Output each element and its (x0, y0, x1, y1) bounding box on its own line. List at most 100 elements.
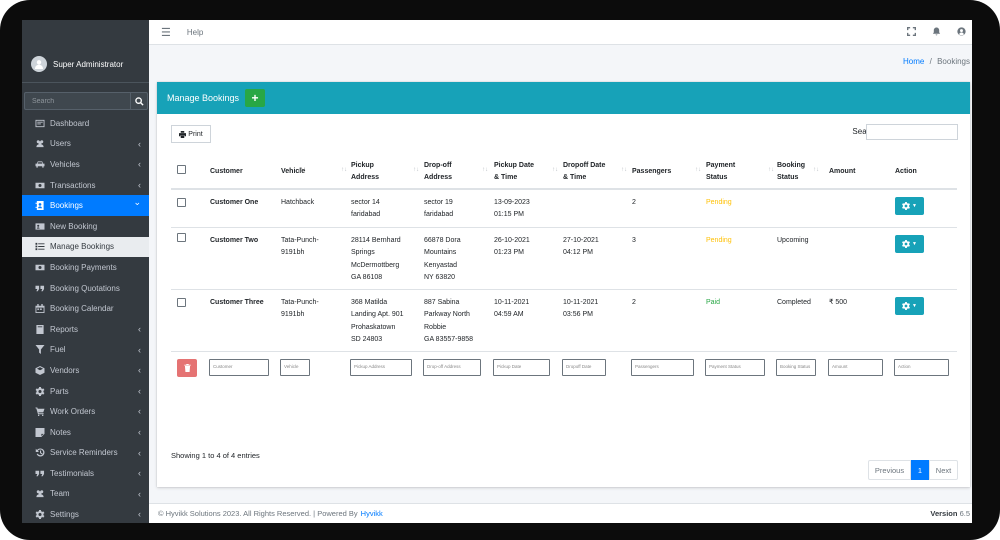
select-all-checkbox[interactable] (177, 165, 186, 174)
avatar (31, 56, 47, 72)
sidebar-item-service-reminders[interactable]: Service Reminders ‹ (22, 443, 149, 464)
version-label: Version (930, 509, 958, 518)
filter-booking-status-input[interactable]: Booking Status (776, 359, 816, 376)
dropoff-address-cell-line: Robbie (424, 323, 447, 331)
print-button[interactable]: Print (171, 125, 211, 143)
table-row: Customer Two Tata-Punch- 9191bh 28114 Bernh… (171, 228, 957, 290)
sidebar-item-vehicles[interactable]: Vehicles ‹ (22, 154, 149, 175)
sort-icon[interactable]: ↑↓ (813, 167, 819, 173)
user-circle-icon[interactable] (957, 27, 966, 36)
pagination-previous[interactable]: Previous (868, 460, 911, 480)
user-panel[interactable]: Super Administrator (31, 56, 123, 72)
pickup-datetime-cell-line: 04:59 AM (494, 311, 524, 319)
col-dropoff-address-header-text: Address (424, 174, 453, 182)
sidebar-item-label: Testimonials (50, 468, 95, 478)
sidebar-item-work-orders[interactable]: Work Orders ‹ (22, 401, 149, 422)
pickup-datetime-cell-line: 01:15 PM (494, 211, 524, 219)
filter-action-input[interactable]: Action (894, 359, 949, 376)
sidebar-item-booking-payments[interactable]: Booking Payments (22, 257, 149, 278)
sidebar-search-button[interactable] (130, 92, 148, 110)
pickup-datetime-cell-line: 10-11-2021 (494, 299, 530, 306)
sort-icon[interactable]: ↑↓ (768, 167, 774, 173)
col-pickup-datetime-header[interactable]: Pickup Date & Time (494, 160, 534, 185)
sort-icon[interactable]: ↑↓ (552, 167, 558, 173)
sidebar-search-input[interactable] (24, 92, 130, 110)
sidebar-item-users[interactable]: Users ‹ (22, 134, 149, 155)
breadcrumb-home[interactable]: Home (903, 57, 925, 66)
chevron-left-icon: ‹ (138, 468, 141, 479)
filter-passengers-input[interactable]: Passengers (631, 359, 694, 376)
col-amount-header[interactable]: Amount (829, 166, 855, 178)
filter-pickup-address-input[interactable]: Pickup Address (350, 359, 412, 376)
sort-icon[interactable]: ↑↓ (621, 167, 627, 173)
filter-payment-status-input[interactable]: Payment Status (705, 359, 765, 376)
sort-icon[interactable]: ↑↓ (482, 167, 488, 173)
footer-link[interactable]: Hyvikk (360, 509, 383, 518)
pickup-datetime-cell-line: 26-10-2021 (494, 237, 530, 244)
col-vehicle-header[interactable]: Vehicle (281, 166, 305, 178)
filter-customer-input[interactable]: Customer (209, 359, 269, 376)
footer-version: Version 6.5 (930, 509, 970, 518)
cart-icon (34, 407, 45, 417)
col-action-header[interactable]: Action (895, 166, 917, 178)
col-pickup-address-header[interactable]: Pickup Address (351, 160, 379, 185)
menu-toggle-icon[interactable]: ☰ (161, 26, 171, 39)
sidebar-search (24, 92, 148, 110)
filter-dropoff-date-input[interactable]: Dropoff Date (562, 359, 606, 376)
row-checkbox[interactable] (177, 298, 186, 307)
bell-icon[interactable] (932, 27, 941, 36)
pickup-address-cell-line: 28114 Bernhard (351, 237, 401, 244)
sidebar-item-transactions[interactable]: Transactions ‹ (22, 175, 149, 196)
address-book-icon (34, 201, 45, 211)
sidebar-item-fuel[interactable]: Fuel ‹ (22, 340, 149, 361)
passengers-cell: 2 (632, 299, 636, 306)
sidebar-item-bookings[interactable]: Bookings ⌄ (22, 195, 149, 216)
col-dropoff-datetime-header[interactable]: Dropoff Date & Time (563, 160, 605, 185)
sidebar-item-testimonials[interactable]: Testimonials ‹ (22, 463, 149, 484)
pickup-datetime-cell: 13-09-2023 01:15 PM (494, 197, 530, 222)
sort-icon[interactable]: ↑↓ (695, 167, 701, 173)
sort-icon[interactable]: ↑↓ (413, 167, 419, 173)
sidebar-item-new-booking[interactable]: New Booking (22, 216, 149, 237)
filter-vehicle-input[interactable]: Vehicle (280, 359, 310, 376)
table-search-input[interactable] (866, 124, 958, 140)
sidebar-item-booking-quotations[interactable]: Booking Quotations (22, 278, 149, 299)
row-checkbox[interactable] (177, 198, 186, 207)
col-passengers-header[interactable]: Passengers (632, 166, 671, 178)
divider (22, 82, 149, 83)
col-booking-status-header[interactable]: Booking Status (777, 160, 805, 185)
col-payment-status-header[interactable]: Payment Status (706, 160, 735, 185)
sort-icon[interactable]: ↑↓ (300, 167, 306, 173)
sidebar-item-team[interactable]: Team ‹ (22, 484, 149, 505)
pickup-address-cell-line: Springs (351, 249, 375, 257)
chevron-left-icon: ‹ (138, 406, 141, 417)
action-dropdown-button[interactable]: ▼ (895, 297, 924, 315)
action-dropdown-button[interactable]: ▼ (895, 197, 924, 215)
gear-icon (902, 202, 910, 210)
pagination-page-1[interactable]: 1 (911, 460, 929, 480)
sidebar-item-notes[interactable]: Notes ‹ (22, 422, 149, 443)
filter-pickup-date-input[interactable]: Pickup Date (493, 359, 550, 376)
sidebar-item-settings[interactable]: Settings ‹ (22, 504, 149, 523)
sidebar-item-vendors[interactable]: Vendors ‹ (22, 360, 149, 381)
add-booking-button[interactable]: + (245, 89, 266, 107)
sidebar-item-reports[interactable]: Reports ‹ (22, 319, 149, 340)
action-dropdown-button[interactable]: ▼ (895, 235, 924, 253)
row-checkbox[interactable] (177, 233, 186, 242)
pagination-next[interactable]: Next (929, 460, 958, 480)
dropoff-address-cell-line: 66878 Dora (424, 237, 461, 244)
filter-dropoff-address-input[interactable]: Drop-off Address (423, 359, 481, 376)
sidebar-item-parts[interactable]: Parts ‹ (22, 381, 149, 402)
col-dropoff-address-header[interactable]: Drop-off Address (424, 160, 452, 185)
sidebar-item-manage-bookings[interactable]: Manage Bookings (22, 236, 149, 258)
col-customer-header[interactable]: Customer (210, 166, 243, 178)
dashboard-icon (34, 119, 45, 128)
fullscreen-icon[interactable] (907, 27, 916, 36)
bulk-delete-button[interactable] (177, 359, 197, 377)
users-icon (34, 489, 45, 498)
sidebar-item-booking-calendar[interactable]: Booking Calendar (22, 298, 149, 319)
filter-amount-input[interactable]: Amount (828, 359, 883, 376)
help-link[interactable]: Help (186, 27, 204, 37)
sidebar-item-dashboard[interactable]: Dashboard (22, 113, 149, 134)
sort-icon[interactable]: ↑↓ (341, 167, 347, 173)
